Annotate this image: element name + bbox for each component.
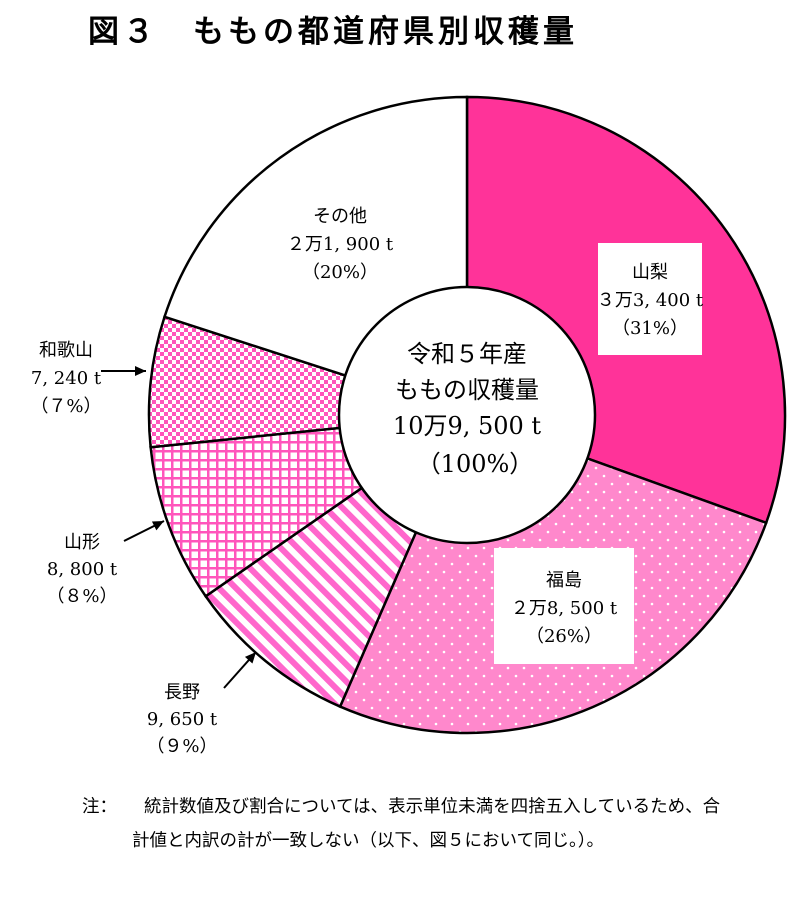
chart-title: 図３ ももの都道府県別収穫量 — [88, 14, 578, 50]
slice-label-box-yamanashi — [598, 243, 702, 355]
slice-label-other-name: その他 — [313, 206, 367, 227]
slice-label-nagano-pct: （９%） — [146, 736, 217, 757]
center-label-line1: 令和５年産 — [407, 340, 527, 368]
slice-label-yamagata-name: 山形 — [64, 532, 100, 553]
slice-label-other-value: ２万1, 900 t — [287, 234, 394, 255]
footnote: 注： 統計数値及び割合については、表示単位未満を四捨五入しているため、合計値と内… — [82, 790, 732, 858]
slice-label-yamagata-pct: （８%） — [46, 586, 117, 607]
center-label-line3: 10万9, 500 t — [393, 412, 542, 440]
slice-label-nagano-name: 長野 — [164, 682, 200, 703]
slice-label-yamanashi-value: ３万3, 400 t — [597, 290, 704, 311]
slice-label-fukushima-value: ２万8, 500 t — [511, 598, 618, 619]
slice-label-yamagata-value: 8, 800 t — [47, 559, 118, 580]
slice-label-wakayama-pct: （７%） — [30, 396, 101, 417]
slice-label-other-pct: （20%） — [302, 262, 378, 283]
slice-label-wakayama-name: 和歌山 — [39, 340, 93, 361]
arrowhead-wakayama — [135, 366, 146, 376]
footnote-text: 統計数値及び割合については、表示単位未満を四捨五入しているため、合計値と内訳の計… — [132, 797, 721, 851]
pie-chart: 山梨 ３万3, 400 t （31%） 福島 ２万8, 500 t （26%） 長野 9, 6… — [30, 95, 787, 757]
center-label-line2: ももの収穫量 — [395, 376, 539, 404]
slice-label-nagano-value: 9, 650 t — [147, 709, 218, 730]
footnote-label: 注： — [82, 797, 117, 817]
slice-label-yamanashi-name: 山梨 — [632, 262, 668, 283]
slice-label-box-fukushima — [494, 548, 634, 664]
slice-label-fukushima-pct: （26%） — [526, 626, 602, 647]
slice-label-yamanashi-pct: （31%） — [612, 318, 688, 339]
center-hole — [337, 285, 597, 545]
center-label-line4: （100%） — [417, 450, 534, 478]
arrowhead-yamagata — [151, 521, 164, 531]
slice-label-wakayama-value: 7, 240 t — [31, 368, 102, 389]
arrowhead-nagano — [244, 652, 256, 664]
slice-label-fukushima-name: 福島 — [546, 570, 582, 591]
